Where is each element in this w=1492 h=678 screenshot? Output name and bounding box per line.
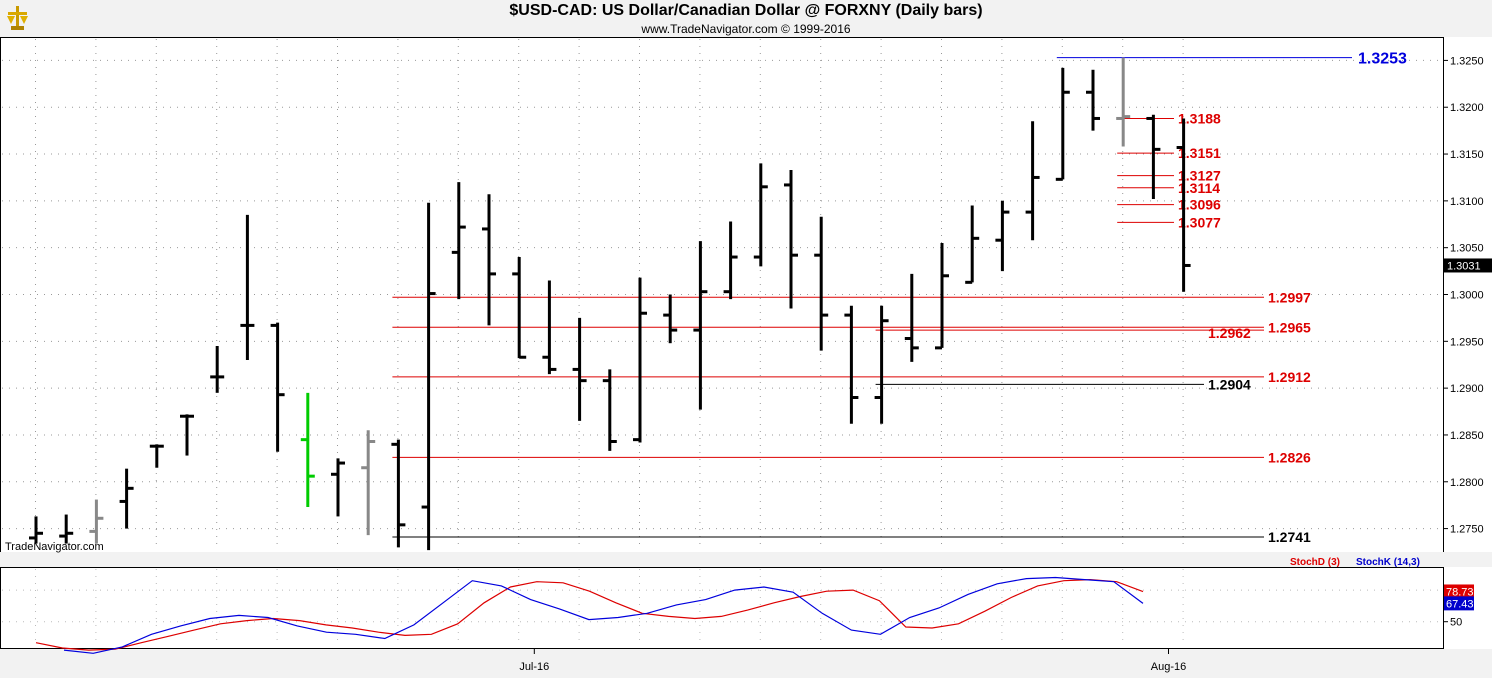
trade-navigator-logo [4, 4, 32, 37]
pane-separator [0, 552, 1492, 567]
y-tick-label: 1.2850 [1450, 430, 1484, 442]
level-label: 1.3096 [1178, 197, 1221, 213]
level-label: 1.3253 [1358, 51, 1407, 68]
legend-stochk: StochK (14,3) [1356, 557, 1420, 568]
x-tick-label: Jul-16 [519, 661, 549, 673]
x-tick-label: Aug-16 [1151, 661, 1186, 673]
y-tick-label: 1.2800 [1450, 477, 1484, 489]
legend-stochd: StochD (3) [1290, 557, 1340, 568]
level-label: 1.3077 [1178, 214, 1221, 230]
stoch-k-line [63, 576, 1144, 654]
level-label: 1.2965 [1268, 319, 1311, 335]
level-label: 1.2904 [1208, 376, 1251, 392]
y-tick-label: 1.3250 [1450, 55, 1484, 67]
y-tick-label: 1.3000 [1450, 290, 1484, 302]
last-price-label: 1.3031 [1447, 260, 1481, 272]
level-label: 1.3188 [1178, 110, 1221, 126]
y-tick-label: 1.3050 [1450, 243, 1484, 255]
chart-subtitle: www.TradeNavigator.com © 1999-2016 [641, 22, 851, 36]
level-label: 1.2741 [1268, 529, 1311, 545]
watermark: TradeNavigator.com [5, 541, 104, 553]
stochd-last-tag [1444, 584, 1474, 599]
y-tick-label: 1.2750 [1450, 524, 1484, 536]
stochd-last-label: 78.73 [1446, 586, 1474, 598]
y-tick-label: 1.3100 [1450, 196, 1484, 208]
level-label: 1.2826 [1268, 449, 1311, 465]
stoch-d-line [35, 578, 1144, 651]
y-tick-label: 1.2950 [1450, 336, 1484, 348]
stoch-y-label: 50 [1450, 617, 1462, 629]
stochk-last-tag [1444, 596, 1474, 611]
chart-header [0, 0, 1492, 37]
level-label: 1.3127 [1178, 168, 1221, 184]
level-label: 1.3151 [1178, 145, 1221, 161]
last-price-tag [1444, 258, 1492, 273]
y-tick-label: 1.3200 [1450, 102, 1484, 114]
level-label: 1.2997 [1268, 289, 1311, 305]
stoch-pane [0, 567, 1444, 649]
x-axis-band [0, 649, 1492, 678]
level-label: 1.3114 [1178, 180, 1220, 196]
level-label: 1.2912 [1268, 369, 1311, 385]
y-tick-label: 1.3150 [1450, 149, 1484, 161]
stochk-last-label: 67.43 [1446, 598, 1474, 610]
chart-title: $USD-CAD: US Dollar/Canadian Dollar @ FO… [509, 2, 983, 19]
y-tick-label: 1.2900 [1450, 383, 1484, 395]
level-label: 1.2962 [1208, 325, 1251, 341]
